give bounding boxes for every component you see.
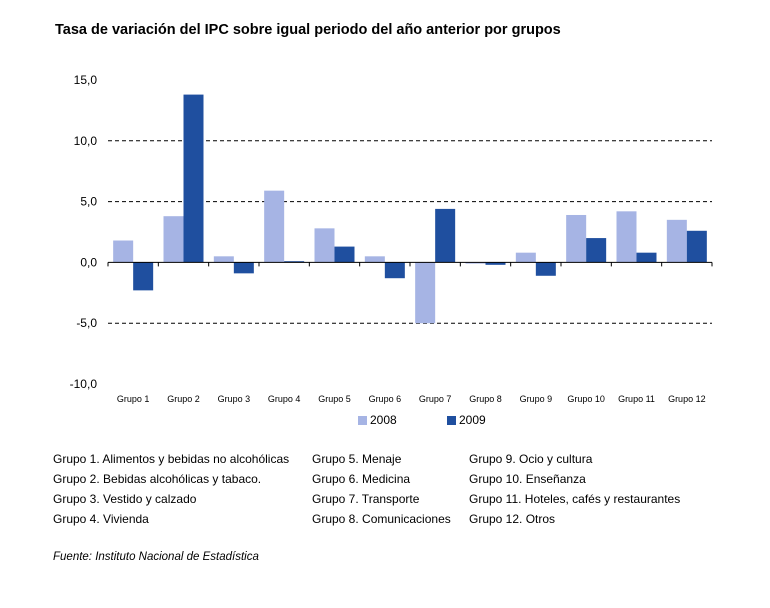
x-tick-label: Grupo 3 <box>218 394 251 404</box>
bar-2008 <box>566 214 587 263</box>
bar-2008 <box>364 256 385 263</box>
bar-2009 <box>284 261 305 263</box>
bar-2008 <box>213 256 234 263</box>
legend-swatch-2008 <box>358 415 367 425</box>
group-description: Grupo 1. Alimentos y bebidas no alcohóli… <box>53 452 290 466</box>
group-description: Grupo 6. Medicina <box>312 472 411 486</box>
bar-chart: 15,0 10,0 5,0 0,0 -5,0 -10,0 Grupo 1 Grupo 2 Gru… <box>70 73 713 404</box>
group-description: Grupo 7. Transporte <box>312 492 420 506</box>
bar-2008 <box>465 262 486 264</box>
y-tick-label: 5,0 <box>80 195 97 209</box>
bar-2009 <box>133 262 154 291</box>
group-description: Grupo 11. Hoteles, cafés y restaurantes <box>469 492 681 506</box>
bar-2008 <box>515 252 536 263</box>
x-tick-label: Grupo 6 <box>369 394 402 404</box>
source-note: Fuente: Instituto Nacional de Estadístic… <box>53 551 259 563</box>
x-tick-label: Grupo 4 <box>268 394 301 404</box>
bar-2008 <box>314 228 335 263</box>
x-tick-label: Grupo 11 <box>618 394 655 404</box>
x-tick-label: Grupo 7 <box>419 394 452 404</box>
x-tick-label: Grupo 2 <box>167 394 200 404</box>
bar-2009 <box>586 238 607 263</box>
group-description: Grupo 8. Comunicaciones <box>312 512 451 526</box>
bar-2009 <box>535 262 556 276</box>
legend-label-2009: 2009 <box>459 413 486 427</box>
group-description: Grupo 5. Menaje <box>312 452 402 466</box>
x-tick-label: Grupo 8 <box>469 394 502 404</box>
x-tick-label: Grupo 10 <box>567 394 605 404</box>
legend-label-2008: 2008 <box>370 413 397 427</box>
bar-2009 <box>636 252 657 263</box>
bar-2008 <box>415 262 436 324</box>
bar-2008 <box>113 240 134 263</box>
legend-item-2008: 2008 <box>358 413 397 427</box>
y-tick-label: 0,0 <box>80 255 97 269</box>
bar-2009 <box>435 208 456 263</box>
bar-2009 <box>233 262 254 274</box>
legend-item-2009: 2009 <box>447 413 486 427</box>
bar-2009 <box>183 94 204 263</box>
bar-2009 <box>686 230 707 263</box>
group-description: Grupo 10. Enseñanza <box>469 472 586 486</box>
group-description: Grupo 9. Ocio y cultura <box>469 452 593 466</box>
group-description: Grupo 3. Vestido y calzado <box>53 492 197 506</box>
group-description: Grupo 12. Otros <box>469 512 556 526</box>
x-tick-label: Grupo 1 <box>117 394 150 404</box>
group-description: Grupo 4. Vivienda <box>53 512 149 526</box>
y-tick-label: -5,0 <box>76 316 97 330</box>
bar-2009 <box>485 262 506 265</box>
bar-2008 <box>666 219 687 263</box>
bar-2008 <box>264 190 285 263</box>
group-description: Grupo 2. Bebidas alcohólicas y tabaco. <box>53 472 262 486</box>
x-tick-label: Grupo 12 <box>668 394 706 404</box>
bar-2009 <box>334 246 355 263</box>
y-tick-label: 15,0 <box>74 73 98 87</box>
x-tick-label: Grupo 9 <box>520 394 553 404</box>
x-tick-label: Grupo 5 <box>318 394 351 404</box>
chart-title: Tasa de variación del IPC sobre igual pe… <box>55 22 561 38</box>
bar-2008 <box>163 216 184 263</box>
bar-2009 <box>384 262 405 279</box>
y-tick-label: 10,0 <box>74 134 98 148</box>
legend-swatch-2009 <box>447 415 456 425</box>
bar-2008 <box>616 211 637 263</box>
y-tick-label: -10,0 <box>70 377 98 391</box>
